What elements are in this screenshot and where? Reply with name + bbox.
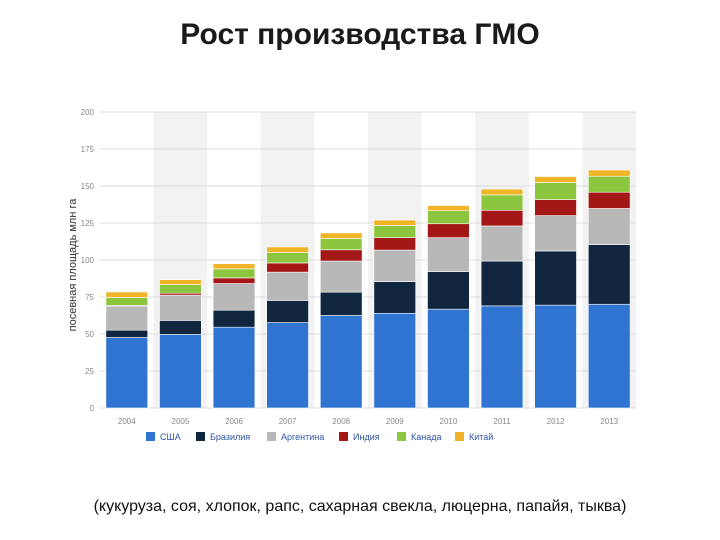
y-tick-label: 100 bbox=[81, 256, 95, 265]
bar-segment bbox=[266, 246, 309, 253]
bar-segment bbox=[373, 312, 417, 409]
legend-swatch bbox=[267, 432, 276, 441]
bar-segment bbox=[319, 260, 363, 293]
x-tick-label: 2008 bbox=[332, 417, 350, 426]
bar-segment bbox=[105, 305, 149, 331]
slide-title: Рост производства ГМО bbox=[180, 18, 540, 51]
x-tick-labels: 2004 2005 2006 2007 2008 2009 2010 2011 2012 2013 bbox=[118, 417, 619, 426]
bar-segment bbox=[105, 337, 149, 409]
bar-segment bbox=[159, 333, 202, 409]
bar-segment bbox=[212, 268, 256, 279]
legend-swatch bbox=[339, 432, 348, 441]
y-tick-label: 175 bbox=[81, 145, 95, 154]
bar-segment bbox=[319, 249, 363, 262]
bar-segment bbox=[427, 223, 470, 238]
y-axis-label: посевная площадь млн га bbox=[67, 198, 79, 332]
bar-segment bbox=[480, 209, 524, 227]
bar-segment bbox=[159, 279, 202, 285]
bar-segment bbox=[266, 271, 309, 301]
bar-segment bbox=[266, 322, 309, 409]
bar-segment bbox=[212, 263, 256, 270]
bar-segment bbox=[212, 277, 256, 284]
bar-segment bbox=[534, 176, 577, 183]
bar-segment bbox=[105, 329, 149, 338]
legend-swatch bbox=[455, 432, 464, 441]
bar-segment bbox=[534, 304, 577, 409]
y-tick-label: 75 bbox=[85, 293, 94, 302]
crop-list-caption: (кукуруза, соя, хлопок, рапс, сахарная с… bbox=[93, 498, 627, 515]
bar-segment bbox=[534, 250, 577, 306]
x-tick-label: 2012 bbox=[547, 417, 565, 426]
bar-segment bbox=[427, 271, 470, 310]
bar-segment bbox=[319, 315, 363, 409]
legend-swatch bbox=[146, 432, 155, 441]
bar-segment bbox=[534, 199, 577, 216]
bar-segment bbox=[427, 308, 470, 409]
bar-segment bbox=[480, 194, 524, 211]
legend-swatch bbox=[196, 432, 205, 441]
x-tick-label: 2004 bbox=[118, 417, 136, 426]
bar-segment bbox=[212, 283, 256, 311]
bar-segment bbox=[480, 225, 524, 262]
x-tick-label: 2011 bbox=[493, 417, 511, 426]
bar-segment bbox=[159, 294, 202, 321]
x-tick-label: 2006 bbox=[225, 417, 243, 426]
bar-segment bbox=[427, 205, 470, 212]
bar-segment bbox=[587, 191, 631, 209]
bar-segment bbox=[159, 284, 202, 294]
y-tick-label: 50 bbox=[85, 330, 94, 339]
legend-label: Аргентина bbox=[281, 432, 324, 442]
bar-stacks bbox=[105, 169, 631, 409]
y-tick-label: 200 bbox=[81, 108, 95, 117]
bar-segment bbox=[212, 309, 256, 328]
bar-segment bbox=[105, 291, 149, 298]
y-tick-label: 0 bbox=[90, 404, 95, 413]
bar-segment bbox=[480, 305, 524, 409]
bar-segment bbox=[587, 303, 631, 409]
legend: США Бразилия Аргентина Индия Канада Китай bbox=[146, 432, 493, 442]
bar-segment bbox=[373, 281, 417, 314]
bar-segment bbox=[319, 238, 363, 251]
legend-label: Китай bbox=[469, 432, 493, 442]
bar-segment bbox=[105, 297, 149, 306]
bar-segment bbox=[373, 225, 417, 238]
bar-segment bbox=[587, 175, 631, 193]
bar-segment bbox=[319, 291, 363, 316]
legend-label: США bbox=[160, 432, 181, 442]
bar-segment bbox=[159, 320, 202, 335]
bar-segment bbox=[587, 208, 631, 245]
bar-segment bbox=[266, 252, 309, 264]
bar-segment bbox=[480, 188, 524, 196]
x-tick-label: 2010 bbox=[440, 417, 458, 426]
legend-swatch bbox=[397, 432, 406, 441]
bar-segment bbox=[373, 249, 417, 282]
bar-segment bbox=[587, 169, 631, 177]
y-tick-label: 125 bbox=[81, 219, 95, 228]
y-tick-label: 150 bbox=[81, 182, 95, 191]
x-tick-label: 2009 bbox=[386, 417, 404, 426]
bar-segment bbox=[534, 182, 577, 200]
bar-segment bbox=[212, 326, 256, 409]
bar-segment bbox=[373, 219, 417, 226]
bar-segment bbox=[587, 244, 631, 305]
bar-segment bbox=[266, 300, 309, 323]
y-tick-labels: 0 25 50 75 100 125 150 175 200 bbox=[81, 108, 95, 413]
legend-label: Канада bbox=[411, 432, 441, 442]
x-tick-label: 2007 bbox=[279, 417, 297, 426]
y-tick-label: 25 bbox=[85, 367, 94, 376]
bar-segment bbox=[427, 237, 470, 272]
legend-label: Индия bbox=[353, 432, 380, 442]
x-tick-label: 2005 bbox=[172, 417, 190, 426]
legend-label: Бразилия bbox=[210, 432, 250, 442]
bar-segment bbox=[373, 237, 417, 251]
bar-segment bbox=[480, 260, 524, 307]
bar-segment bbox=[427, 210, 470, 225]
x-tick-label: 2013 bbox=[600, 417, 618, 426]
bar-segment bbox=[319, 232, 363, 239]
bar-segment bbox=[534, 215, 577, 252]
bar-segment bbox=[266, 262, 309, 273]
